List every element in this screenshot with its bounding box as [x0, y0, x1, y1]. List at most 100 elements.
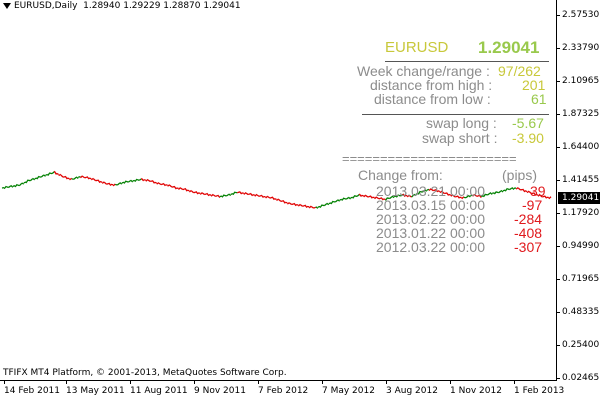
change-value-1: 39 [530, 183, 546, 199]
y-axis-label: 0.48335 [562, 307, 600, 317]
price-segment [34, 177, 38, 180]
price-segment [509, 187, 513, 191]
price-segment [452, 194, 456, 198]
price-segment [300, 204, 304, 207]
price-segment [108, 182, 112, 186]
price-segment [167, 184, 171, 187]
price-segment [395, 194, 400, 198]
price-segment [369, 195, 373, 199]
price-segment [36, 175, 40, 180]
price-segment [350, 196, 353, 199]
price-segment [127, 180, 131, 183]
price-segment [23, 181, 27, 184]
price-segment [515, 187, 519, 190]
price-segment [374, 196, 378, 200]
price-segment [517, 187, 521, 191]
price-segment [47, 172, 51, 176]
price-segment [326, 202, 330, 206]
price-segment [428, 188, 432, 192]
price-segment [162, 182, 166, 187]
y-tick [556, 147, 560, 148]
price-segment [535, 193, 539, 196]
price-segment [79, 175, 84, 179]
price-segment [53, 170, 58, 175]
price-segment [445, 192, 450, 196]
price-segment [313, 206, 316, 209]
price-segment [180, 187, 184, 191]
price-segment [237, 191, 240, 194]
price-segment [119, 182, 123, 185]
x-axis-label: 7 Feb 2012 [258, 386, 309, 396]
price-segment [69, 177, 73, 181]
price-segment [542, 195, 545, 198]
change-date-4: 2013.01.22 00:00 [376, 225, 485, 241]
price-segment [504, 187, 508, 192]
price-segment [210, 193, 214, 197]
price-segment [533, 192, 537, 196]
price-segment [478, 194, 482, 199]
y-tick [556, 378, 560, 379]
price-segment [117, 182, 121, 186]
price-segment [32, 177, 36, 181]
price-segment [417, 190, 421, 195]
price-segment [285, 201, 288, 204]
price-segment [206, 192, 210, 197]
price-segment [476, 194, 480, 197]
price-segment [500, 189, 504, 193]
price-segment [97, 179, 101, 184]
price-segment [145, 178, 149, 182]
price-segment [191, 190, 195, 194]
price-segment [151, 180, 156, 184]
y-axis-label: 2.33790 [562, 43, 600, 53]
price-segment [481, 195, 484, 198]
price-segment [367, 195, 371, 198]
change-date-5: 2012.03.22 00:00 [376, 239, 485, 255]
price-segment [380, 197, 384, 201]
price-segment [426, 188, 430, 191]
swap-long-value: -5.67 [512, 115, 544, 131]
price-segment [56, 172, 59, 176]
price-segment [103, 181, 107, 185]
price-segment [406, 194, 410, 198]
week-change-label: Week change/range : [357, 63, 490, 79]
symbol-dropdown-icon[interactable] [3, 2, 11, 9]
price-segment [276, 198, 280, 202]
price-segment [439, 190, 443, 194]
price-segment [10, 184, 14, 188]
price-segment [140, 177, 145, 182]
price-segment [40, 174, 44, 178]
price-segment [356, 194, 360, 197]
price-segment [474, 194, 478, 197]
price-segment [169, 184, 173, 188]
price-segment [365, 195, 369, 198]
price-chart[interactable] [0, 0, 556, 380]
separator-line [362, 114, 549, 115]
price-segment [130, 179, 134, 183]
price-segment [278, 198, 282, 202]
price-segment [467, 194, 471, 198]
price-segment [433, 189, 436, 192]
price-segment [328, 202, 332, 205]
price-segment [60, 174, 64, 178]
distance-low-value: 61 [531, 91, 547, 107]
change-date-2: 2013.03.15 00:00 [376, 197, 485, 213]
price-segment [400, 193, 404, 197]
price-segment [319, 204, 323, 208]
pair-label: EURUSD [385, 39, 449, 56]
price-segment [29, 178, 33, 182]
x-axis-label: 3 Aug 2012 [386, 386, 438, 396]
price-segment [195, 191, 199, 195]
price-segment [487, 192, 491, 196]
price-segment [75, 176, 79, 179]
price-segment [204, 193, 208, 196]
price-segment [82, 175, 86, 179]
price-segment [99, 180, 103, 183]
price-segment [358, 193, 362, 197]
distance-high-label: distance from high : [370, 77, 493, 93]
price-segment [522, 188, 526, 193]
price-segment [247, 193, 251, 196]
swap-short-value: -3.90 [512, 130, 544, 146]
price-segment [6, 186, 9, 189]
chart-plot-area[interactable]: EURUSD,Daily 1.28940 1.29229 1.28870 1.2… [0, 0, 557, 381]
